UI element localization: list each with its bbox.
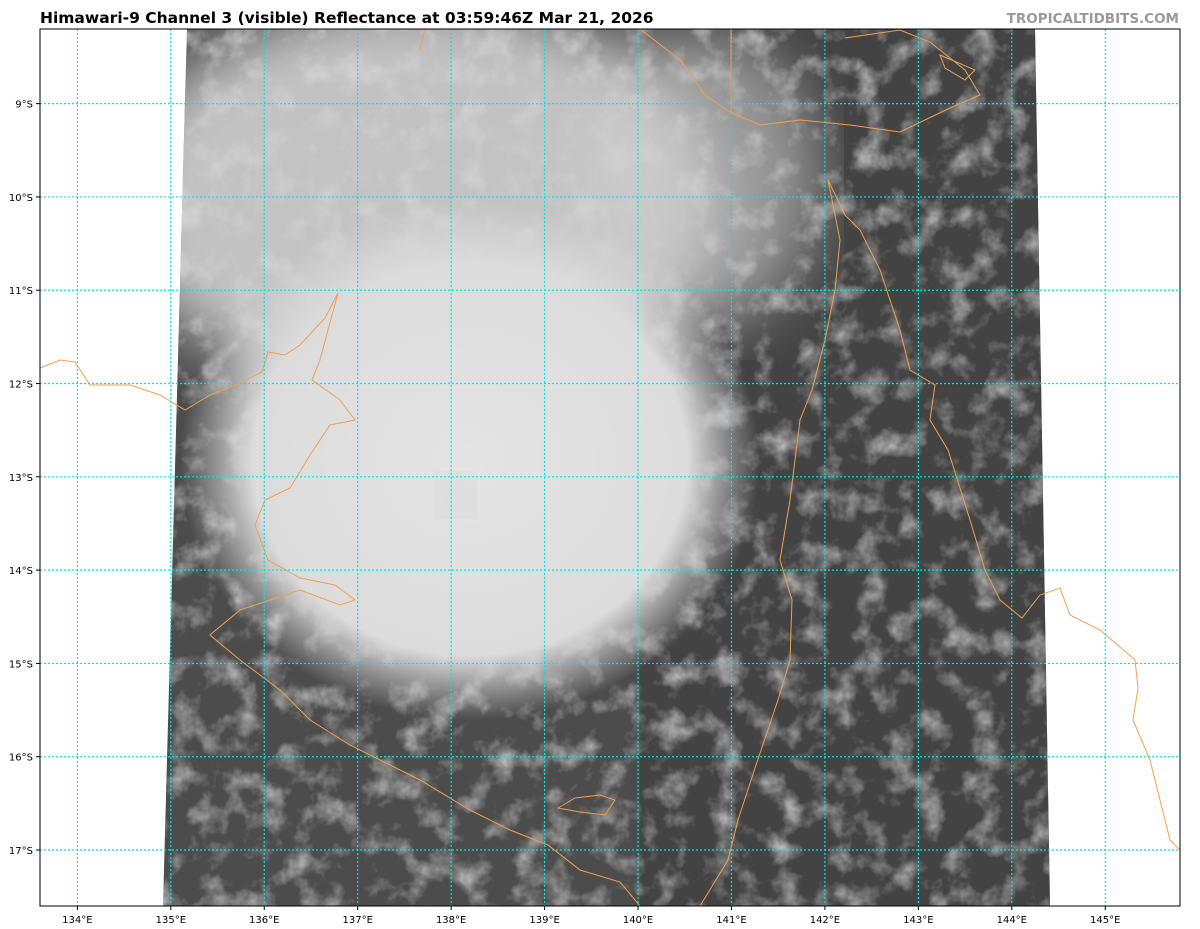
lat-tick-label: 12°S bbox=[9, 380, 33, 391]
lat-tick-label: 16°S bbox=[9, 753, 33, 764]
lat-tick-label: 11°S bbox=[9, 286, 33, 297]
cyclone-cloud-mass bbox=[180, 200, 760, 720]
lon-tick-label: 142°E bbox=[810, 915, 840, 926]
lat-tick-label: 15°S bbox=[9, 659, 33, 670]
lon-tick-label: 145°E bbox=[1090, 915, 1120, 926]
lat-tick-label: 9°S bbox=[15, 100, 33, 111]
lon-tick-label: 144°E bbox=[997, 915, 1027, 926]
graticule bbox=[40, 29, 1180, 906]
lon-tick-label: 139°E bbox=[529, 915, 559, 926]
lon-tick-label: 134°E bbox=[62, 915, 92, 926]
cyclone-center bbox=[437, 475, 473, 515]
axis-ticks: 134°E 135°E 136°E 137°E 138°E 139°E 140°E 141°E… bbox=[9, 100, 1121, 926]
lon-tick-label: 143°E bbox=[903, 915, 933, 926]
lat-tick-label: 14°S bbox=[9, 566, 33, 577]
lat-tick-label: 17°S bbox=[9, 846, 33, 857]
lat-tick-label: 13°S bbox=[9, 473, 33, 484]
map-title: Himawari-9 Channel 3 (visible) Reflectan… bbox=[40, 9, 654, 27]
lon-tick-label: 136°E bbox=[249, 915, 279, 926]
lon-tick-label: 135°E bbox=[156, 915, 186, 926]
site-credit: TROPICALTIDBITS.COM bbox=[1006, 11, 1179, 27]
lon-tick-label: 138°E bbox=[436, 915, 466, 926]
map-frame bbox=[39, 28, 1181, 907]
lon-tick-label: 140°E bbox=[623, 915, 653, 926]
lon-tick-label: 137°E bbox=[343, 915, 373, 926]
satellite-imagery bbox=[163, 29, 1050, 906]
lat-tick-label: 10°S bbox=[9, 193, 33, 204]
lon-tick-label: 141°E bbox=[716, 915, 746, 926]
